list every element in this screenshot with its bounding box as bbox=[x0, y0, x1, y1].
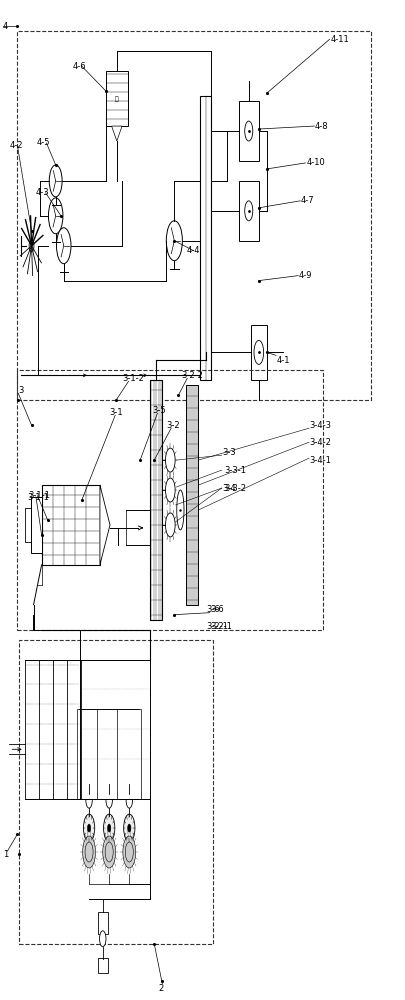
Polygon shape bbox=[100, 485, 110, 565]
Text: 3-5: 3-5 bbox=[152, 406, 166, 415]
Text: 3-4-1: 3-4-1 bbox=[309, 456, 331, 465]
Text: 4-10: 4-10 bbox=[306, 158, 325, 167]
Circle shape bbox=[87, 824, 91, 832]
Text: 3-1-2: 3-1-2 bbox=[122, 374, 144, 383]
Text: 4-11: 4-11 bbox=[330, 35, 349, 44]
Polygon shape bbox=[119, 709, 139, 784]
Text: 3-1-1: 3-1-1 bbox=[28, 493, 49, 502]
Circle shape bbox=[126, 792, 132, 808]
Bar bbox=[239, 101, 259, 161]
Text: 3-3-2: 3-3-2 bbox=[225, 484, 247, 493]
Text: 3-3-1: 3-3-1 bbox=[225, 466, 247, 475]
Circle shape bbox=[254, 340, 264, 364]
Bar bbox=[251, 325, 267, 380]
Circle shape bbox=[166, 478, 175, 502]
Text: 3-4: 3-4 bbox=[222, 484, 235, 493]
Circle shape bbox=[56, 228, 71, 264]
Circle shape bbox=[166, 513, 175, 537]
Text: 4-5: 4-5 bbox=[37, 138, 50, 147]
Bar bbox=[106, 71, 128, 126]
Text: 3-6: 3-6 bbox=[207, 605, 220, 614]
Circle shape bbox=[29, 240, 34, 252]
Circle shape bbox=[166, 448, 175, 472]
Circle shape bbox=[105, 842, 113, 862]
Ellipse shape bbox=[177, 490, 184, 530]
Text: 4: 4 bbox=[2, 22, 7, 31]
Circle shape bbox=[128, 824, 131, 832]
Bar bbox=[31, 497, 42, 553]
Text: 4-8: 4-8 bbox=[315, 122, 329, 131]
Bar bbox=[98, 912, 108, 934]
Circle shape bbox=[166, 221, 182, 261]
Circle shape bbox=[104, 814, 115, 842]
Text: 4-7: 4-7 bbox=[301, 196, 315, 205]
Circle shape bbox=[85, 842, 93, 862]
Text: 4-4: 4-4 bbox=[186, 246, 200, 255]
Text: 3-6: 3-6 bbox=[211, 605, 224, 614]
Circle shape bbox=[106, 792, 113, 808]
Circle shape bbox=[124, 814, 135, 842]
Bar bbox=[25, 508, 31, 542]
Polygon shape bbox=[99, 709, 119, 784]
Circle shape bbox=[125, 842, 133, 862]
Bar bbox=[97, 709, 121, 799]
Text: 3-2-1: 3-2-1 bbox=[211, 622, 232, 631]
Circle shape bbox=[100, 931, 106, 947]
Bar bbox=[98, 958, 108, 973]
Text: 4-1: 4-1 bbox=[277, 356, 290, 365]
Bar bbox=[117, 709, 141, 799]
Bar bbox=[239, 181, 259, 241]
Text: 3-4-2: 3-4-2 bbox=[309, 438, 331, 447]
Circle shape bbox=[49, 165, 62, 197]
Text: 3-2: 3-2 bbox=[166, 421, 180, 430]
Text: 4-2: 4-2 bbox=[9, 141, 23, 150]
Text: 3-1-1: 3-1-1 bbox=[29, 491, 51, 500]
Text: 濾: 濾 bbox=[115, 96, 119, 102]
Text: 3-4-3: 3-4-3 bbox=[309, 421, 331, 430]
Circle shape bbox=[49, 198, 63, 234]
Circle shape bbox=[103, 836, 115, 868]
Polygon shape bbox=[79, 709, 99, 784]
Bar bbox=[186, 385, 198, 605]
Text: 2: 2 bbox=[158, 984, 164, 993]
Circle shape bbox=[86, 792, 92, 808]
Bar bbox=[17, 370, 323, 630]
Text: 4-6: 4-6 bbox=[73, 62, 87, 71]
Bar bbox=[200, 96, 211, 380]
Text: 3-1: 3-1 bbox=[109, 408, 123, 417]
Bar bbox=[17, 31, 371, 400]
Text: 3-3: 3-3 bbox=[222, 448, 236, 457]
Bar bbox=[150, 380, 162, 620]
Circle shape bbox=[83, 814, 95, 842]
Bar bbox=[42, 485, 100, 565]
Text: 4-3: 4-3 bbox=[36, 188, 49, 197]
Circle shape bbox=[245, 121, 253, 141]
Circle shape bbox=[245, 201, 253, 221]
Circle shape bbox=[108, 824, 111, 832]
Bar bbox=[19, 640, 213, 944]
Circle shape bbox=[123, 836, 136, 868]
Text: 3: 3 bbox=[18, 386, 23, 395]
Circle shape bbox=[83, 836, 96, 868]
Text: 4-9: 4-9 bbox=[299, 271, 313, 280]
Text: 1: 1 bbox=[3, 850, 9, 859]
Text: 3-2-2: 3-2-2 bbox=[181, 371, 203, 380]
Text: 3-2-1: 3-2-1 bbox=[207, 622, 228, 631]
Bar bbox=[77, 709, 101, 799]
Polygon shape bbox=[112, 126, 122, 141]
